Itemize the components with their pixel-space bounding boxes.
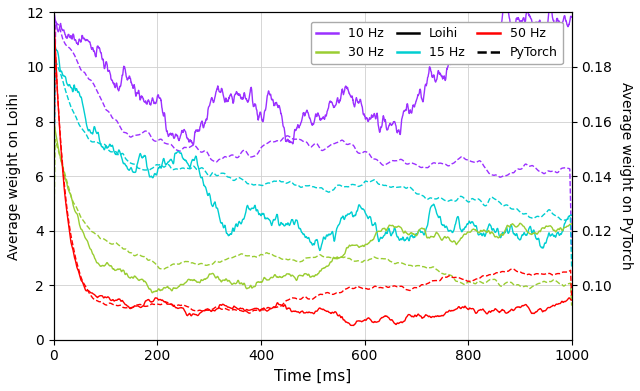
X-axis label: Time [ms]: Time [ms] [274, 369, 351, 384]
Y-axis label: Average weight on Loihi: Average weight on Loihi [7, 93, 21, 260]
Legend: 10 Hz, 30 Hz, Loihi, 15 Hz, 50 Hz, PyTorch: 10 Hz, 30 Hz, Loihi, 15 Hz, 50 Hz, PyTor… [311, 22, 563, 64]
Y-axis label: Average weight on PyTorch: Average weight on PyTorch [619, 82, 633, 270]
